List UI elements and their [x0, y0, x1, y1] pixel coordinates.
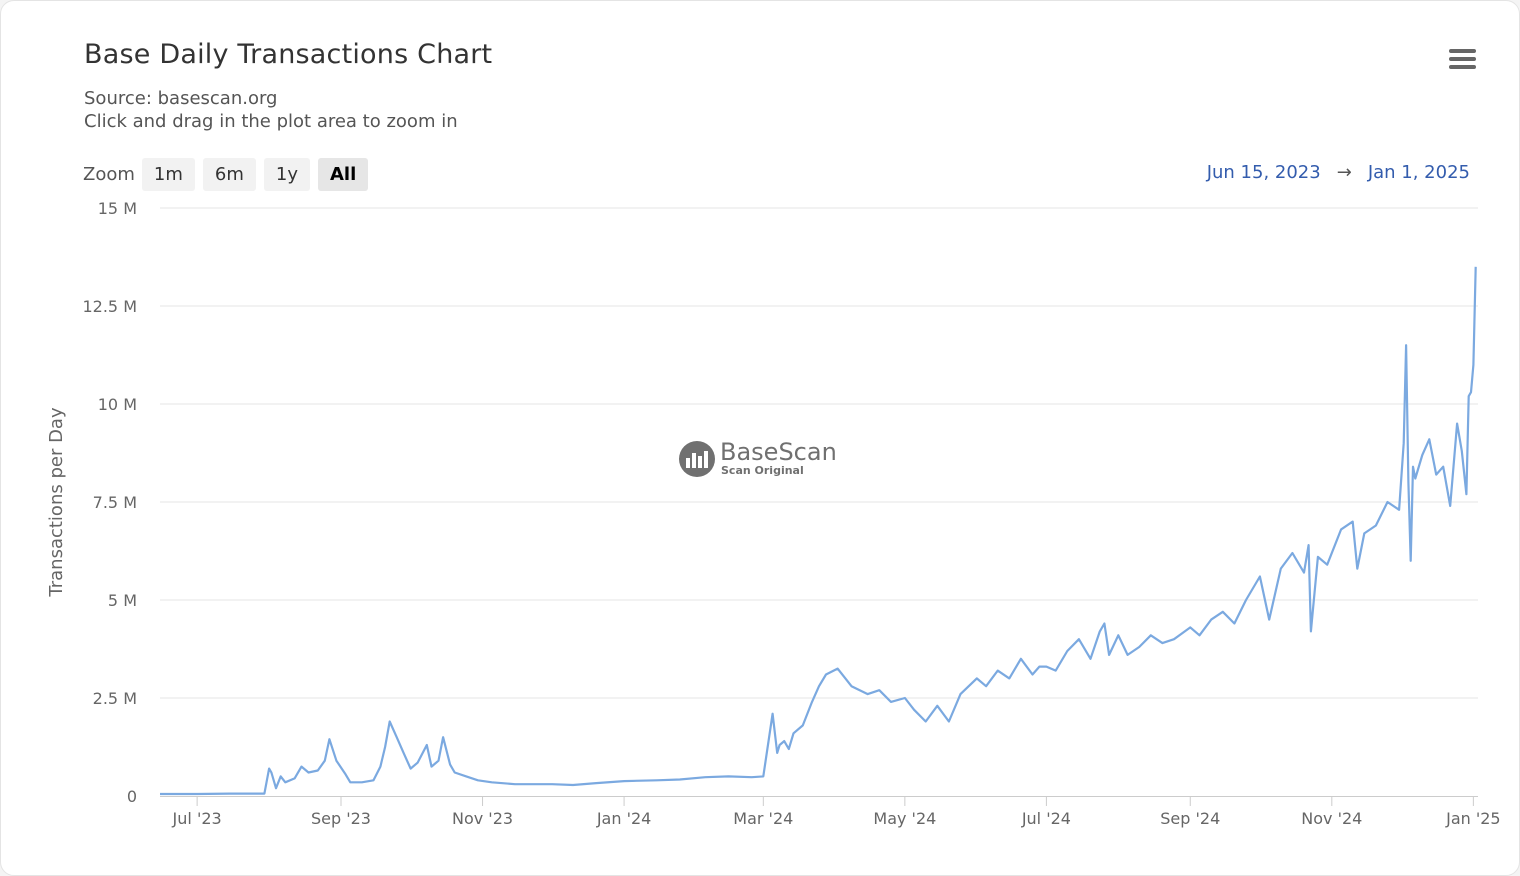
zoom-label: Zoom [83, 164, 135, 185]
x-tick-label: Jul '23 [172, 809, 222, 828]
menu-bar [1449, 49, 1476, 53]
watermark: BaseScan Scan Original [679, 438, 837, 477]
range-to-date[interactable]: Jan 1, 2025 [1367, 162, 1470, 183]
range-from-date[interactable]: Jun 15, 2023 [1206, 162, 1321, 183]
grid-lines [160, 207, 1478, 699]
zoom-selector: Zoom 1m 6m 1y All [83, 158, 376, 191]
zoom-button-6m[interactable]: 6m [202, 158, 256, 191]
zoom-button-1m[interactable]: 1m [141, 158, 195, 191]
basescan-logo-icon [679, 441, 715, 477]
x-tick-label: Mar '24 [733, 809, 793, 828]
range-arrow-icon: → [1336, 162, 1352, 183]
y-tick-label: 12.5 M [82, 297, 137, 316]
series-line [160, 266, 1477, 796]
chart-subtitle: Source: basescan.org Click and drag in t… [84, 87, 458, 133]
source-text: Source: basescan.org [84, 88, 278, 109]
x-tick-label: Nov '23 [452, 809, 513, 828]
y-tick-label: 7.5 M [93, 493, 137, 512]
chart-title: Base Daily Transactions Chart [84, 39, 493, 70]
y-tick-label: 0 [127, 787, 137, 806]
x-tick-label: Jan '24 [596, 809, 652, 828]
y-axis: 0 2.5 M 5 M 7.5 M 10 M 12.5 M 15 M [82, 199, 137, 806]
hamburger-menu-icon[interactable] [1449, 49, 1476, 71]
date-range-selector: Jun 15, 2023 → Jan 1, 2025 [1207, 162, 1470, 183]
x-tick-label: Jan '25 [1445, 809, 1501, 828]
y-tick-label: 5 M [108, 591, 137, 610]
x-tick-label: Sep '23 [311, 809, 371, 828]
zoom-hint-text: Click and drag in the plot area to zoom … [84, 111, 458, 132]
watermark-tagline: Scan Original [721, 464, 804, 477]
y-tick-label: 10 M [98, 395, 137, 414]
x-axis: Jul '23 Sep '23 Nov '23 Jan '24 Mar '24 May '… [160, 796, 1501, 828]
zoom-button-all[interactable]: All [318, 158, 369, 191]
watermark-brand: BaseScan [720, 438, 837, 466]
x-tick-label: Jul '24 [1021, 809, 1071, 828]
y-tick-label: 15 M [98, 199, 137, 218]
y-axis-title: Transactions per Day [46, 407, 67, 598]
menu-bar [1449, 65, 1476, 69]
x-tick-label: Nov '24 [1301, 809, 1362, 828]
zoom-button-1y[interactable]: 1y [263, 158, 310, 191]
y-tick-label: 2.5 M [93, 689, 137, 708]
menu-bar [1449, 57, 1476, 61]
x-tick-label: Sep '24 [1160, 809, 1220, 828]
x-tick-label: May '24 [873, 809, 936, 828]
